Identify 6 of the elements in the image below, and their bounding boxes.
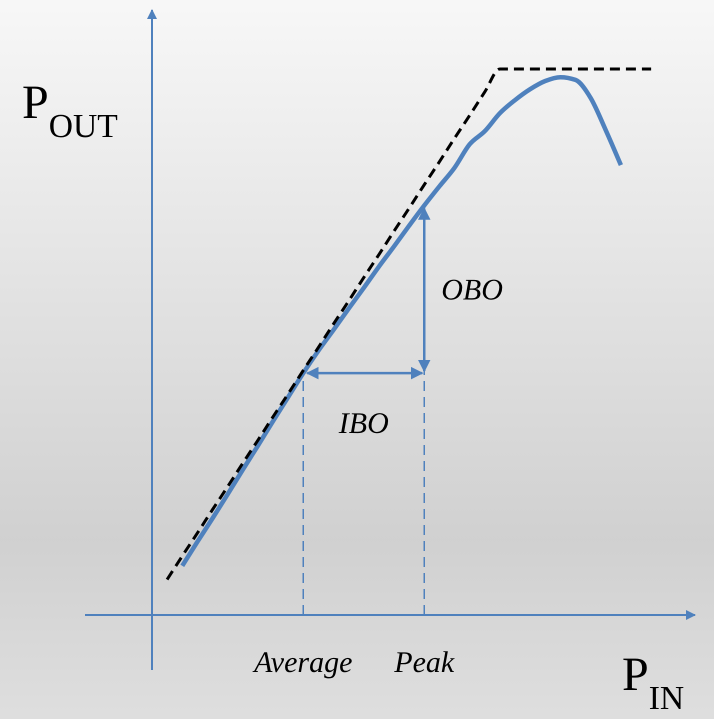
x-axis-title: P$_{IN}$ <box>622 648 684 716</box>
x-tick-label: Average <box>252 646 352 679</box>
y-axis-title: P$_{OUT}$ <box>22 76 118 144</box>
annotation: OBO <box>441 273 503 306</box>
annotation: IBO <box>338 407 389 440</box>
x-tick-label: Peak <box>393 646 455 679</box>
